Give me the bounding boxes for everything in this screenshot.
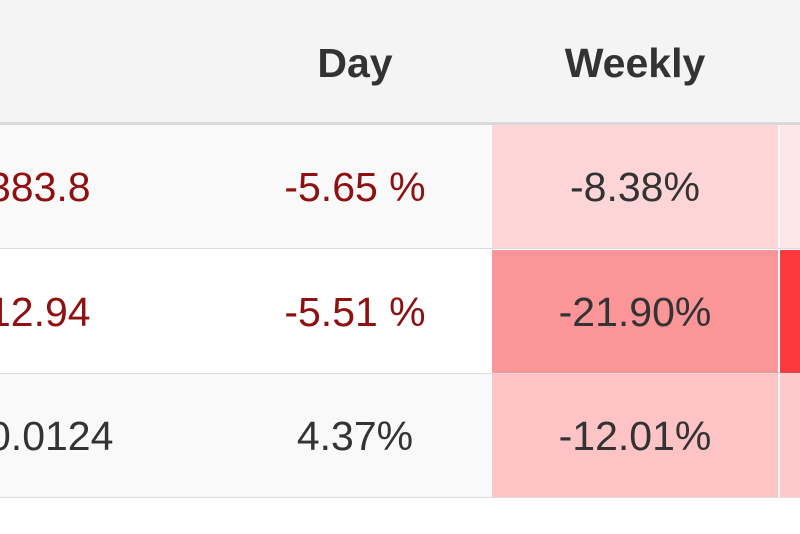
- day-change-cell: -5.65 %: [284, 164, 426, 210]
- price-cell: 0.0124: [0, 413, 114, 459]
- heat-cell: [780, 125, 800, 248]
- weekly-change-cell: -8.38%: [492, 125, 778, 248]
- table-row: 0.0124 4.37% -12.01%: [0, 374, 800, 498]
- weekly-change-cell: -12.01%: [492, 374, 778, 497]
- weekly-change-cell: -21.90%: [492, 250, 778, 373]
- table-row: 12.94 -5.51 % -21.90%: [0, 250, 800, 374]
- day-change-cell: -5.51 %: [284, 289, 426, 335]
- price-cell: 383.8: [0, 164, 91, 210]
- table-row: 383.8 -5.65 % -8.38%: [0, 125, 800, 249]
- price-cell: 12.94: [0, 289, 91, 335]
- column-header[interactable]: Weekly: [564, 40, 706, 86]
- day-change-cell: 4.37%: [296, 413, 414, 459]
- heat-cell: [780, 250, 800, 373]
- column-header[interactable]: Day: [317, 40, 393, 86]
- heat-cell: [780, 374, 800, 497]
- table-header: Day Weekly: [0, 0, 800, 125]
